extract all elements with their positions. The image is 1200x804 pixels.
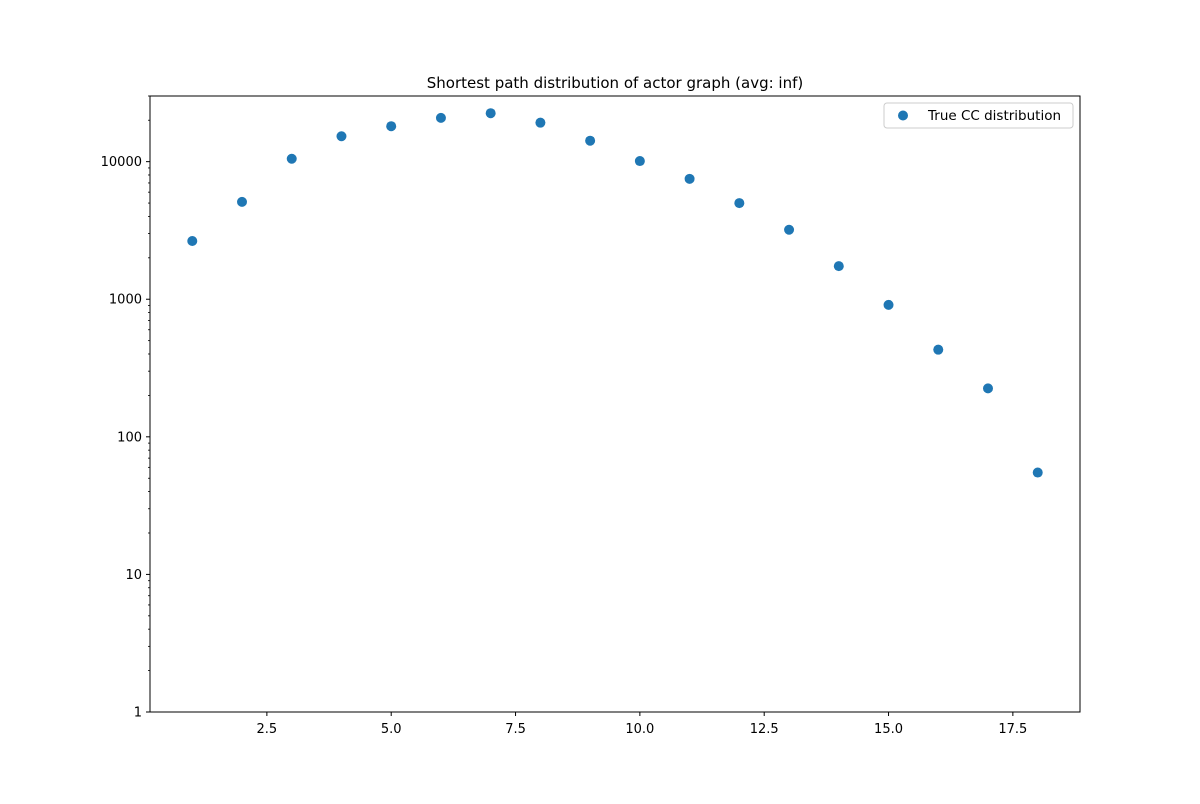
x-tick-label: 15.0 xyxy=(874,722,903,737)
data-point xyxy=(982,383,993,394)
y-tick-label: 10 xyxy=(125,568,142,583)
chart-title: Shortest path distribution of actor grap… xyxy=(427,74,803,92)
legend-marker xyxy=(898,110,908,121)
data-point xyxy=(187,236,198,247)
data-point xyxy=(237,196,248,207)
data-point xyxy=(336,131,347,142)
legend: True CC distribution xyxy=(883,102,1074,129)
x-tick-label: 12.5 xyxy=(750,722,779,737)
data-point xyxy=(485,108,496,119)
data-point xyxy=(286,153,297,164)
y-axis: 1 10 100 1000 10000 xyxy=(101,95,150,721)
legend-label: True CC distribution xyxy=(927,108,1061,124)
data-point xyxy=(734,198,745,209)
legend-box xyxy=(883,102,1074,129)
data-point xyxy=(435,112,446,123)
data-point xyxy=(833,261,844,272)
data-point xyxy=(585,135,596,146)
data-point xyxy=(386,121,397,132)
x-axis: 2.5 5.0 7.5 10.0 12.5 15.0 17.5 xyxy=(257,712,1027,737)
x-tick-label: 7.5 xyxy=(505,722,526,737)
data-point xyxy=(1032,467,1043,478)
y-tick-label: 10000 xyxy=(101,155,142,170)
plot-area-frame xyxy=(149,95,1081,713)
x-tick-label: 10.0 xyxy=(625,722,654,737)
y-tick-label: 100 xyxy=(117,430,142,445)
data-point xyxy=(933,344,944,355)
data-point xyxy=(784,224,795,235)
data-point xyxy=(684,173,695,184)
data-point xyxy=(634,156,645,167)
x-tick-label: 5.0 xyxy=(381,722,402,737)
data-points xyxy=(187,108,1043,478)
x-tick-label: 2.5 xyxy=(257,722,278,737)
x-tick-label: 17.5 xyxy=(998,722,1027,737)
data-point xyxy=(883,299,894,310)
y-tick-label: 1 xyxy=(134,706,142,721)
y-tick-label: 1000 xyxy=(109,293,142,308)
data-point xyxy=(535,117,546,128)
